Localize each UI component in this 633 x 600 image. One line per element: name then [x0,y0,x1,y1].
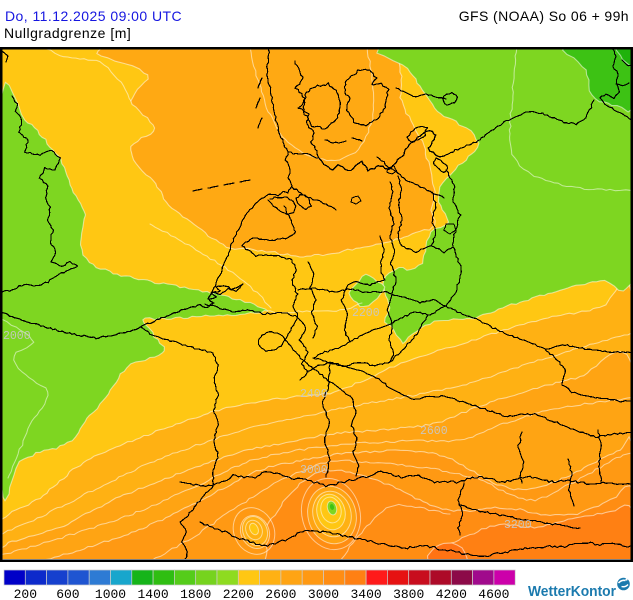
svg-text:2600: 2600 [265,587,296,600]
svg-text:1000: 1000 [95,587,126,600]
svg-text:2200: 2200 [352,307,380,320]
svg-text:2600: 2600 [420,425,448,438]
svg-text:3800: 3800 [393,587,424,600]
svg-text:3200: 3200 [504,519,532,532]
svg-text:WetterKontor: WetterKontor [528,583,616,600]
svg-text:200: 200 [14,587,37,600]
svg-text:2200: 2200 [223,587,254,600]
svg-text:Nullgradgrenze [m]: Nullgradgrenze [m] [4,25,131,41]
svg-text:2000: 2000 [3,330,31,343]
svg-text:4200: 4200 [436,587,467,600]
svg-text:GFS (NOAA) So 06 + 99h: GFS (NOAA) So 06 + 99h [459,8,629,24]
svg-text:1400: 1400 [137,587,168,600]
svg-text:3400: 3400 [350,587,381,600]
svg-text:4600: 4600 [478,587,509,600]
svg-text:2400: 2400 [300,388,328,401]
svg-text:3000: 3000 [300,464,328,477]
svg-text:3000: 3000 [308,587,339,600]
svg-text:Do, 11.12.2025 09:00 UTC: Do, 11.12.2025 09:00 UTC [5,8,182,24]
svg-text:600: 600 [56,587,79,600]
svg-text:1800: 1800 [180,587,211,600]
